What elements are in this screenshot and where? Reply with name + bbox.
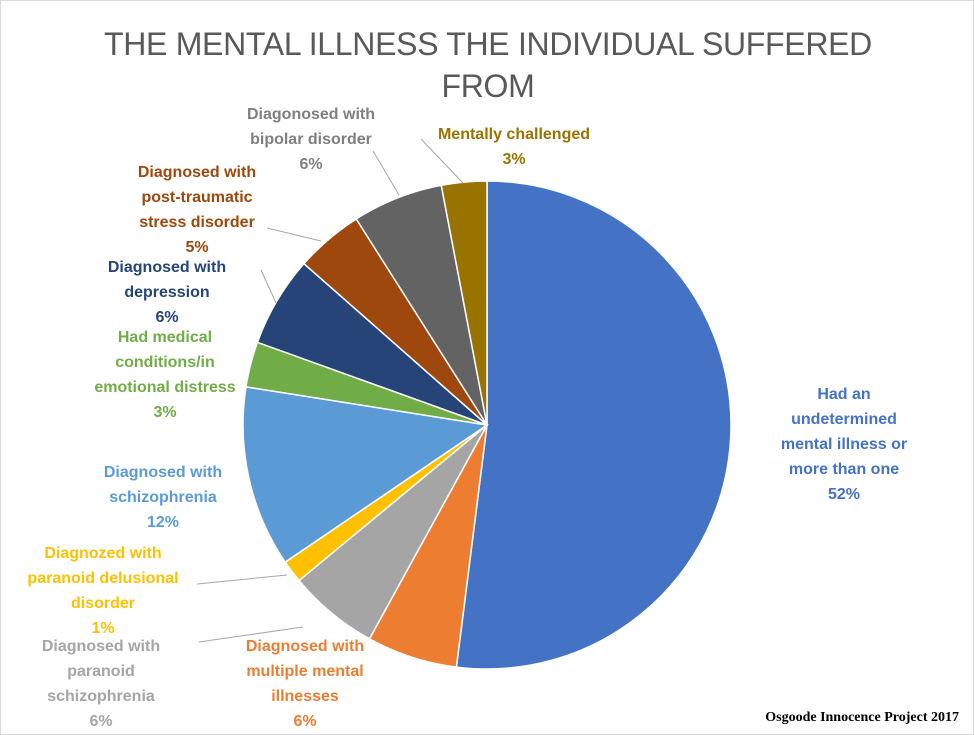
slice-label-line-0-2: mental illness or [781,436,907,453]
pie-slice-4 [242,385,489,564]
slice-label-7: Diagnosed with post-traumatic stress disor… [138,164,256,256]
leader-line-3 [196,574,288,585]
slice-label-line-3-1: paranoid delusional [27,570,178,587]
slice-label-8: Diagonosed with bipolar disorder 6% [247,106,375,173]
slice-value-label-0: 52% [828,486,860,503]
slice-label-5: Had medical conditions/in emotional distre… [94,329,235,421]
slice-value-label-9: 3% [502,151,525,168]
leader-line-9 [420,138,464,184]
slice-label-line-6-1: depression [124,284,209,301]
slice-value-label-7: 5% [185,239,208,256]
slice-value-label-5: 3% [153,404,176,421]
slice-label-line-7-0: Diagnosed with [138,164,256,181]
slice-label-line-3-0: Diagnozed with [44,545,161,562]
chart-title-line-1: THE MENTAL ILLNESS THE INDIVIDUAL SUFFER… [104,26,872,62]
slice-label-line-5-1: conditions/in [115,354,215,371]
slice-label-line-0-1: undetermined [791,411,897,428]
slice-label-3: Diagnozed with paranoid delusional disorde… [27,545,178,637]
slice-value-label-4: 12% [147,514,179,531]
slice-label-6: Diagnosed with depression 6% [108,259,226,326]
slice-label-line-6-0: Diagnosed with [108,259,226,276]
slice-label-line-5-0: Had medical [118,329,212,346]
slice-value-label-1: 6% [293,713,316,730]
slice-value-label-2: 6% [89,713,112,730]
slice-label-line-1-0: Diagnosed with [246,638,364,655]
slice-label-1: Diagnosed with multiple mental illnesses 6% [246,638,364,730]
slice-label-line-7-1: post-traumatic [141,189,252,206]
slice-label-4: Diagnosed with schizophrenia 12% [104,464,222,531]
chart-title-line-2: FROM [441,68,535,104]
slice-label-line-3-2: disorder [71,595,135,612]
slice-label-line-8-0: Diagonosed with [247,106,375,123]
slice-label-line-1-2: illnesses [271,688,339,705]
slice-label-line-5-2: emotional distress [94,379,235,396]
slice-label-line-4-1: schizophrenia [109,489,217,506]
pie-slice-9 [440,180,488,426]
leader-line-7 [266,227,322,242]
slice-value-label-6: 6% [155,309,178,326]
slice-label-line-2-2: schizophrenia [47,688,155,705]
slice-label-line-8-1: bipolar disorder [250,131,372,148]
slice-label-line-0-3: more than one [789,461,899,478]
slice-label-line-0-0: Had an [817,386,870,403]
source-note: Osgoode Innocence Project 2017 [765,710,959,725]
slice-label-9: Mentally challenged 3% [438,126,590,168]
slice-label-line-1-1: multiple mental [246,663,363,680]
slice-label-line-7-2: stress disorder [139,214,255,231]
slice-label-line-2-1: paranoid [67,663,135,680]
slice-label-line-4-0: Diagnosed with [104,464,222,481]
leader-line-6 [260,269,277,304]
slice-label-line-9-0: Mentally challenged [438,126,590,143]
slice-label-line-2-0: Diagnosed with [42,638,160,655]
slice-value-label-8: 6% [299,156,322,173]
chart-title: THE MENTAL ILLNESS THE INDIVIDUAL SUFFER… [81,23,895,107]
slice-label-0: Had an undetermined mental illness or more … [781,386,907,503]
leader-line-8 [372,150,400,196]
slice-label-2: Diagnosed with paranoid schizophrenia 6% [42,638,160,730]
slice-value-label-3: 1% [91,620,114,637]
pie-slice-0 [455,180,732,670]
leader-line-2 [198,626,304,643]
